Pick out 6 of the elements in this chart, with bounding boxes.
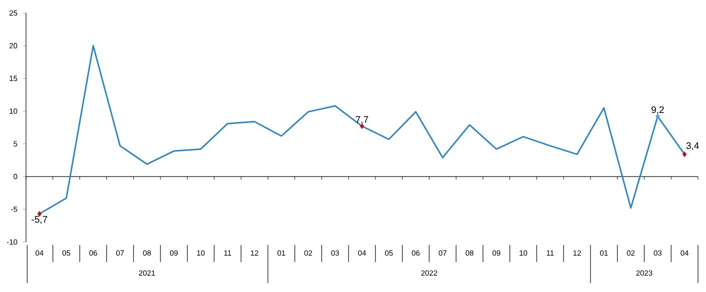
data-label: 3,4 (686, 142, 699, 150)
data-label: 7,7 (356, 116, 368, 124)
point (656, 114, 660, 120)
data-label: -5,7 (32, 216, 48, 224)
data-label: 9,2 (652, 106, 664, 114)
point (682, 152, 687, 158)
